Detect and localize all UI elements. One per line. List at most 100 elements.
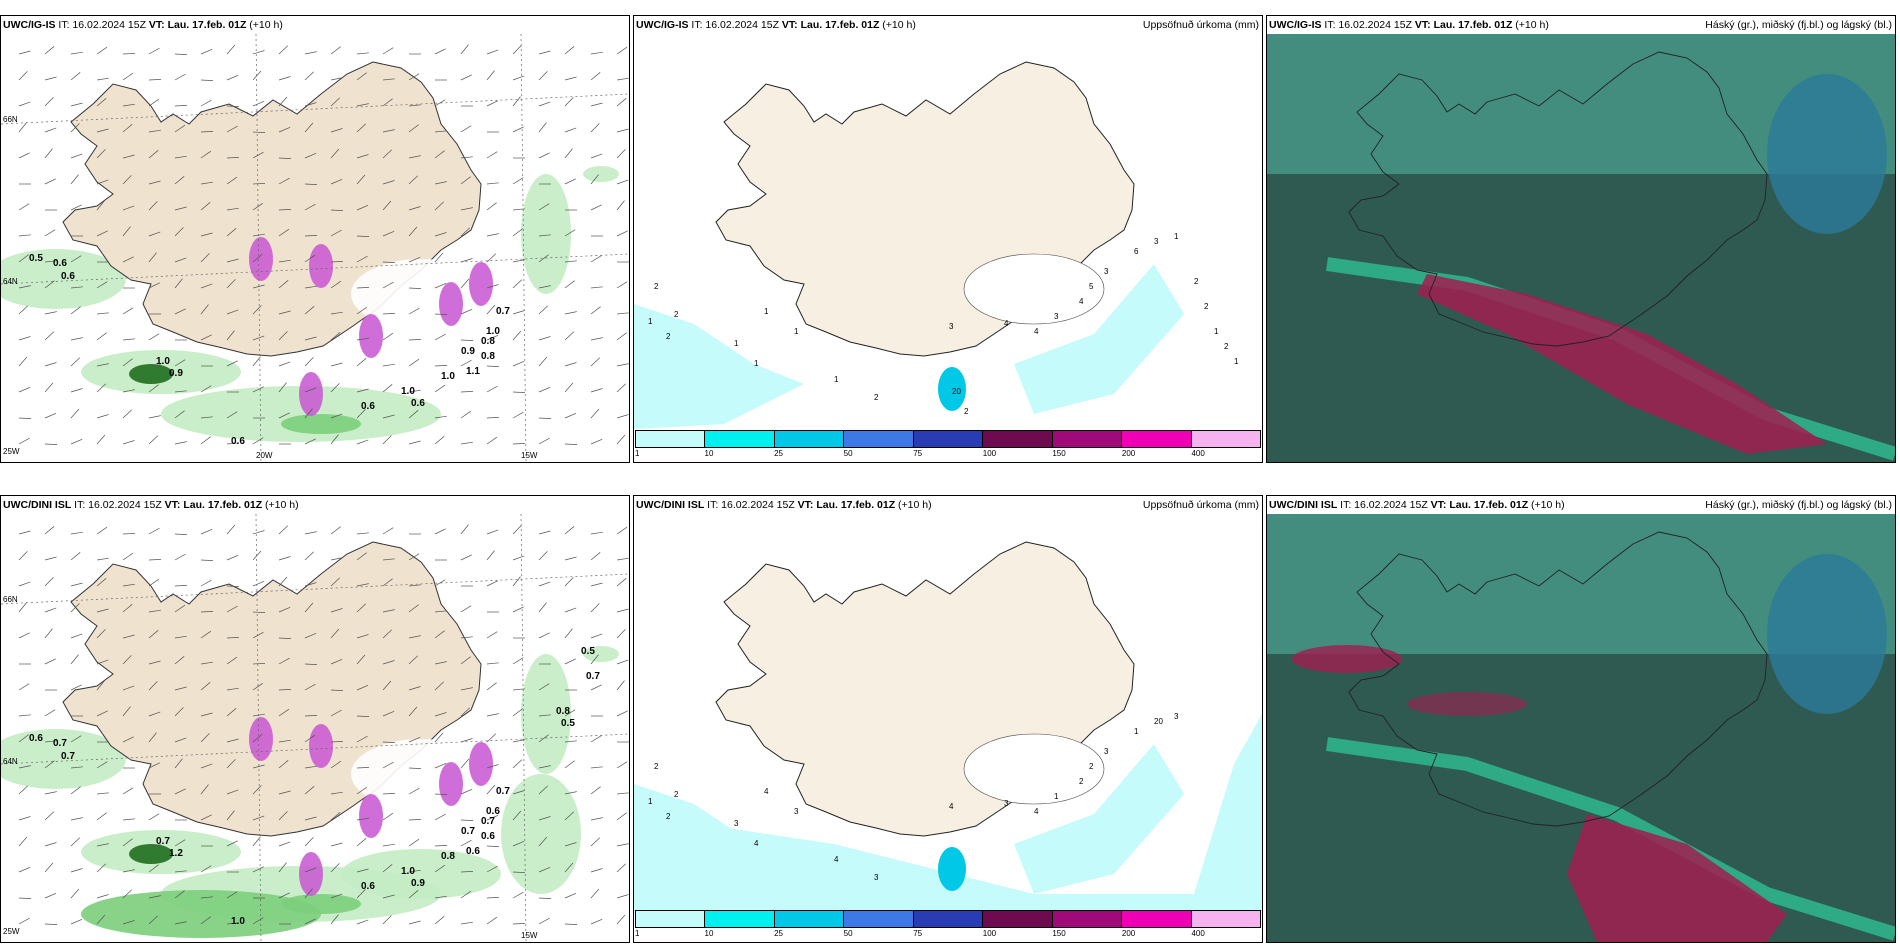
wind-barb (252, 550, 262, 561)
panel-header: UWC/IG-IS IT: 16.02.2024 15Z VT: Lau. 17… (1269, 19, 1549, 31)
wind-barb (278, 45, 289, 55)
wind-barb (616, 363, 629, 367)
wind-barb (200, 181, 213, 185)
wind-barb (174, 257, 187, 263)
wind-barb (174, 737, 187, 743)
wind-barb (18, 285, 31, 289)
wind-barb (330, 148, 340, 159)
wind-barb (564, 412, 577, 419)
wind-barb (226, 411, 238, 419)
wind-barb (304, 336, 317, 341)
wind-barb (486, 682, 497, 691)
wind-barb (330, 689, 344, 691)
wind-barb (538, 437, 550, 445)
wind-barb (460, 391, 474, 393)
wind-barb (148, 180, 161, 185)
wind-barb (122, 440, 135, 445)
wind-barb (590, 174, 599, 185)
wind-barb (382, 609, 395, 613)
wind-barb (200, 385, 212, 393)
wind-barb (538, 602, 547, 613)
wind-barb (18, 356, 28, 367)
wind-barb (330, 842, 343, 847)
wind-barb (408, 73, 420, 81)
wind-barb (148, 384, 159, 393)
value-label: 1 (794, 327, 799, 336)
wind-barb (382, 435, 392, 445)
wind-barb (226, 524, 236, 535)
wind-barb (330, 914, 339, 925)
cloud-panel-top: UWC/IG-IS IT: 16.02.2024 15Z VT: Lau. 17… (1266, 15, 1896, 463)
wind-barb (200, 712, 213, 717)
wind-barb (18, 71, 28, 81)
wind-barb (226, 922, 239, 925)
wind-barb (174, 359, 186, 367)
wind-barb (122, 889, 133, 899)
wind-barb (200, 131, 214, 133)
wind-barb (304, 918, 316, 925)
wind-barb (226, 605, 238, 613)
wind-barb (70, 918, 83, 925)
wind-barb (96, 179, 109, 185)
wind-barb (356, 439, 369, 445)
wind-barb (330, 128, 343, 133)
wind-barb (356, 583, 369, 587)
wind-barb (382, 660, 395, 665)
wind-barb (252, 611, 266, 613)
wind-barb (200, 865, 212, 873)
wind-barb (486, 70, 495, 81)
wind-barb (434, 732, 444, 743)
wind-barb (460, 524, 469, 535)
wind-barb (122, 634, 135, 639)
wind-barb (44, 178, 56, 185)
wind-barb (512, 759, 523, 769)
precip-colorbar: 1 10 25 50 75 100 150 200 400 (635, 910, 1261, 940)
wind-barb (382, 363, 395, 367)
wind-barb (590, 552, 601, 561)
wind-barb (512, 840, 525, 847)
wind-barb (564, 628, 573, 639)
wind-barb (330, 311, 343, 315)
wind-barb (200, 682, 211, 691)
wind-barb (200, 202, 211, 211)
wind-barb (486, 764, 499, 769)
graticule-lon (255, 514, 262, 942)
wind-barb (382, 200, 392, 211)
wind-barb (356, 174, 366, 185)
wind-barb (44, 260, 57, 263)
colorbar-swatch (983, 911, 1053, 927)
wind-barb (148, 333, 160, 341)
wind-barb (226, 176, 238, 185)
wind-barb (44, 842, 57, 847)
value-label: 0.6 (411, 398, 425, 409)
wind-barb (434, 528, 446, 535)
value-label: 0.8 (556, 706, 570, 717)
wind-panel-top: UWC/IG-IS IT: 16.02.2024 15Z VT: Lau. 17… (0, 15, 630, 463)
wind-barb (564, 443, 578, 445)
wind-barb (200, 630, 212, 639)
wind-barb (356, 634, 369, 639)
wind-barb (330, 209, 344, 211)
wind-barb (460, 125, 472, 133)
wind-barb (70, 174, 79, 185)
wind-barb (304, 183, 318, 185)
wind-barb (330, 413, 343, 419)
wind-barb (226, 789, 239, 795)
wind-barb (408, 287, 422, 289)
wind-barb (382, 98, 393, 107)
wind-barb (226, 687, 239, 691)
wind-barb (434, 681, 445, 691)
wind-barb (44, 862, 54, 873)
wind-barb (278, 126, 291, 133)
wind-barb (200, 896, 213, 899)
wind-barb (616, 812, 627, 821)
wind-barb (356, 287, 370, 289)
precip-area (501, 774, 581, 894)
wind-barb (70, 786, 81, 795)
wind-barb (44, 46, 55, 55)
wind-barb (330, 863, 340, 873)
wind-barb (512, 576, 521, 587)
value-label: 2 (674, 310, 679, 319)
wind-barb (538, 234, 551, 237)
value-label: 1.0 (486, 326, 500, 337)
